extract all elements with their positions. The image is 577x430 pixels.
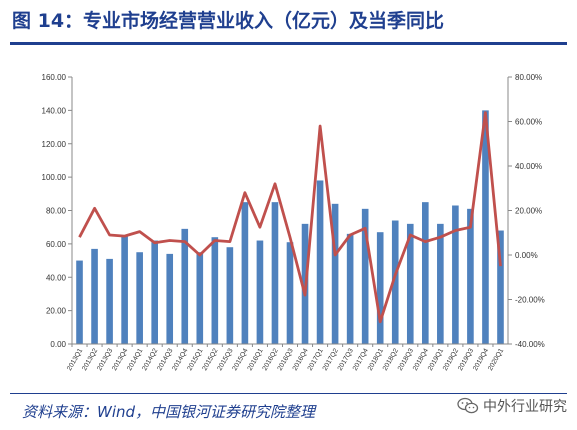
bar-2019Q1 [437, 223, 444, 344]
right-tick-label: 80.00% [515, 73, 542, 82]
title-divider [10, 42, 567, 45]
bar-2019Q4 [482, 110, 489, 344]
bar-2020Q1 [497, 230, 504, 344]
bar-2018Q1 [376, 232, 384, 344]
right-tick-label: 40.00% [515, 162, 542, 171]
bar-2015Q2 [211, 237, 219, 344]
bar-2019Q2 [452, 205, 459, 344]
bar-2014Q1 [136, 252, 143, 344]
left-tick-label: 100.00 [42, 173, 67, 182]
bar-2015Q1 [196, 252, 204, 344]
x-axis-ticks: 2013Q12013Q22013Q32013Q42014Q12014Q22014… [66, 344, 505, 372]
right-tick-label: -40.00% [515, 340, 545, 349]
wechat-icon [457, 397, 479, 414]
bar-2017Q3 [346, 233, 354, 344]
bar-2013Q4 [121, 235, 128, 344]
bar-2018Q2 [391, 220, 399, 344]
right-tick-label: 20.00% [515, 207, 542, 216]
source-note: 资料来源：Wind，中国银河证券研究院整理 [22, 403, 316, 421]
bar-2014Q4 [181, 228, 189, 344]
left-tick-label: 60.00 [46, 240, 67, 249]
left-tick-label: 80.00 [46, 207, 67, 216]
bar-2018Q3 [406, 223, 414, 344]
right-tick-label: -20.00% [515, 296, 545, 305]
line-series [78, 111, 502, 324]
bar-2014Q3 [166, 253, 174, 344]
left-tick-label: 0.00 [50, 340, 66, 349]
right-tick-label: 0.00% [515, 251, 538, 260]
page-title: 图 14：专业市场经营营业收入（亿元）及当季同比 [12, 10, 445, 32]
left-tick-label: 160.00 [42, 73, 67, 82]
bar-2015Q4 [241, 202, 249, 344]
bar-2016Q3 [286, 242, 294, 344]
bar-2017Q4 [361, 208, 369, 344]
bar-2016Q2 [271, 202, 279, 344]
right-axis-ticks: -40.00% -20.00% 0.00% 20.00% 40.00% 60.00% 80.… [508, 73, 545, 349]
bar-2017Q2 [331, 203, 339, 344]
bar-2018Q4 [422, 202, 429, 344]
bar-2015Q3 [226, 247, 234, 344]
left-tick-label: 40.00 [46, 273, 67, 282]
left-tick-label: 20.00 [46, 307, 67, 316]
brand-name: 中外行业研究 [483, 399, 567, 415]
bar-series [76, 110, 504, 344]
left-axis-ticks: 0.00 20.00 40.00 60.00 80.00 100.00 120.00 140.… [42, 73, 72, 349]
bar-2017Q1 [316, 180, 324, 344]
brand-badge: 中外行业研究 [457, 396, 567, 416]
bar-2019Q3 [467, 208, 474, 344]
bar-2013Q1 [76, 260, 83, 344]
bar-2013Q3 [106, 258, 113, 344]
bar-2013Q2 [91, 248, 98, 344]
revenue-chart: 0.00 20.00 40.00 60.00 80.00 100.00 120.00 140.… [42, 73, 545, 372]
bar-2016Q1 [256, 240, 264, 344]
right-tick-label: 60.00% [515, 118, 542, 127]
left-tick-label: 140.00 [42, 106, 67, 115]
left-tick-label: 120.00 [42, 140, 67, 149]
footer-divider [10, 393, 567, 394]
bar-2014Q2 [151, 240, 158, 344]
